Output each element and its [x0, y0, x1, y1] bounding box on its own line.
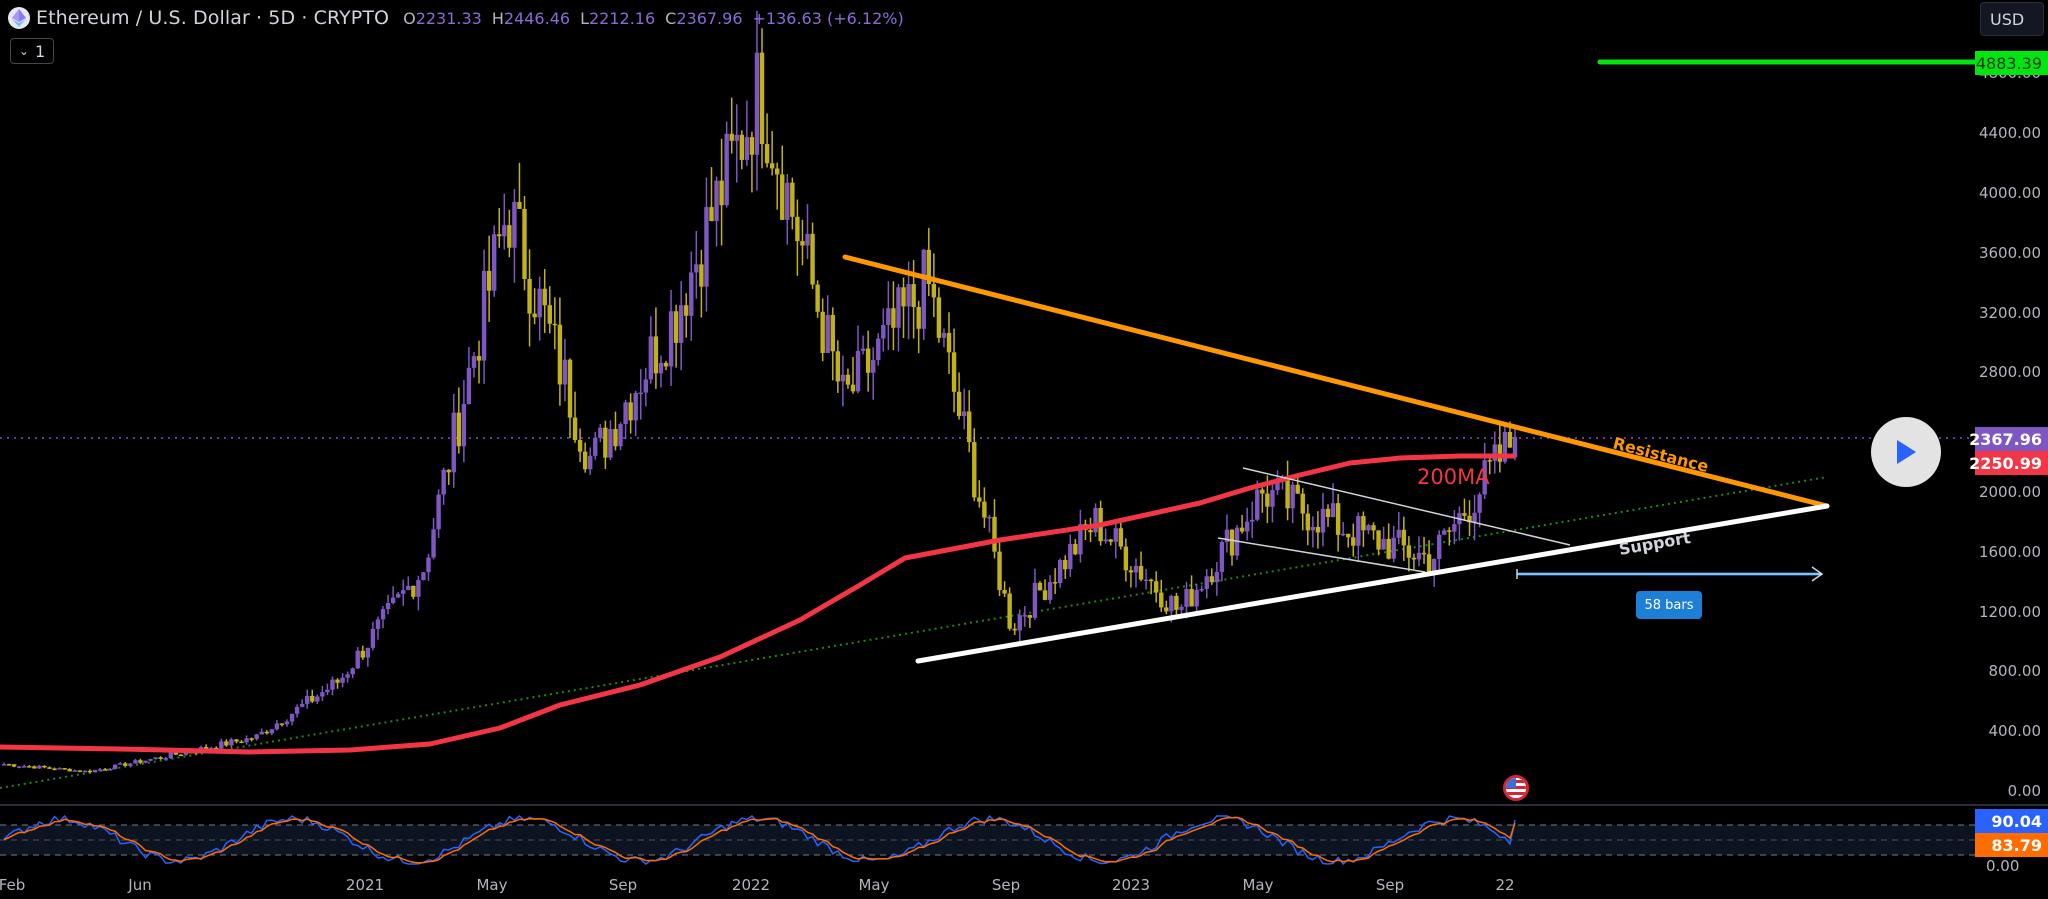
- time-tick: May: [1242, 876, 1274, 894]
- bars-count-label: 58 bars: [1636, 591, 1702, 619]
- symbol-title[interactable]: Ethereum / U.S. Dollar · 5D · CRYPTO: [36, 7, 390, 29]
- oscillator-band: [0, 825, 1975, 855]
- price-tick: 2800.00: [1978, 363, 2041, 382]
- replay-play-button[interactable]: [1871, 417, 1941, 487]
- us-flag-event-icon[interactable]: [1503, 775, 1529, 801]
- time-tick: May: [858, 876, 890, 894]
- stochastic-oscillator: [3, 814, 1516, 866]
- time-tick: 2021: [345, 876, 385, 894]
- time-tick: 2023: [1111, 876, 1151, 894]
- symbol-header: Ethereum / U.S. Dollar · 5D · CRYPTO O22…: [8, 6, 904, 30]
- price-tick: 400.00: [1988, 722, 2042, 741]
- price-tick: 3200.00: [1978, 303, 2041, 322]
- price-tick: 4400.00: [1978, 124, 2041, 143]
- resistance-trendline: [842, 254, 1830, 509]
- time-tick: Feb: [0, 876, 26, 894]
- price-tick: 3600.00: [1978, 243, 2041, 262]
- price-tick: 2000.00: [1978, 483, 2041, 501]
- last-price-badge: 2367.96: [1969, 427, 2048, 451]
- ethereum-logo-icon: [8, 7, 30, 29]
- currency-selector[interactable]: USD: [1980, 2, 2044, 36]
- wedge-lower-line: [1217, 537, 1426, 573]
- price-tick: 0.00: [2007, 782, 2041, 800]
- price-tick: 1600.00: [1978, 542, 2041, 561]
- support-label: Support: [1617, 528, 1692, 559]
- wedge-upper-line: [1242, 467, 1571, 546]
- high-value: 2446.46: [503, 8, 571, 28]
- time-axis[interactable]: Feb Jun 2021 May Sep 2022 May Sep 2023 May Sep 22: [0, 872, 1975, 899]
- time-tick: 2022: [731, 876, 771, 894]
- green-dotted-trendline: [0, 476, 1828, 789]
- ma200-line: [0, 453, 1515, 755]
- time-tick: May: [476, 876, 508, 894]
- time-tick: Sep: [608, 876, 638, 894]
- time-tick: Jun: [128, 876, 152, 894]
- ma200-label: 200MA: [1417, 465, 1490, 489]
- ohlc-values: O2231.33 H2446.46 L2212.16 C2367.96 +136…: [403, 8, 904, 28]
- price-tick: 800.00: [1988, 662, 2042, 681]
- time-tick: Sep: [991, 876, 1021, 894]
- indicators-collapse-button[interactable]: ⌄ 1: [10, 38, 54, 64]
- chevron-down-icon: ⌄: [18, 44, 29, 58]
- candlestick-series: [1, 10, 1518, 774]
- stoch-d-badge: 83.79: [1975, 833, 2048, 857]
- close-value: 2367.96: [676, 8, 743, 28]
- play-icon: [1897, 440, 1916, 464]
- price-tick: 4000.00: [1978, 184, 2041, 202]
- time-tick: Sep: [1375, 876, 1405, 894]
- change-value: +136.63 (+6.12%): [752, 8, 904, 28]
- stoch-k-badge: 90.04: [1975, 809, 2048, 833]
- time-tick: 22: [1495, 876, 1515, 894]
- target-price-badge: 4883.39: [1975, 51, 2048, 75]
- ma200-price-badge: 2250.99: [1969, 451, 2048, 475]
- low-value: 2212.16: [588, 8, 656, 28]
- oscillator-zero-tick: 0.00: [1986, 857, 2020, 875]
- open-value: 2231.33: [415, 8, 482, 28]
- resistance-label: Resistance: [1611, 433, 1711, 476]
- bars-range-measure: [1516, 566, 1824, 582]
- support-trendline: [915, 503, 1830, 664]
- price-axis[interactable]: 4800.004400.004000.003600.003200.002800.…: [1975, 0, 2048, 899]
- price-tick: 1200.00: [1978, 602, 2041, 621]
